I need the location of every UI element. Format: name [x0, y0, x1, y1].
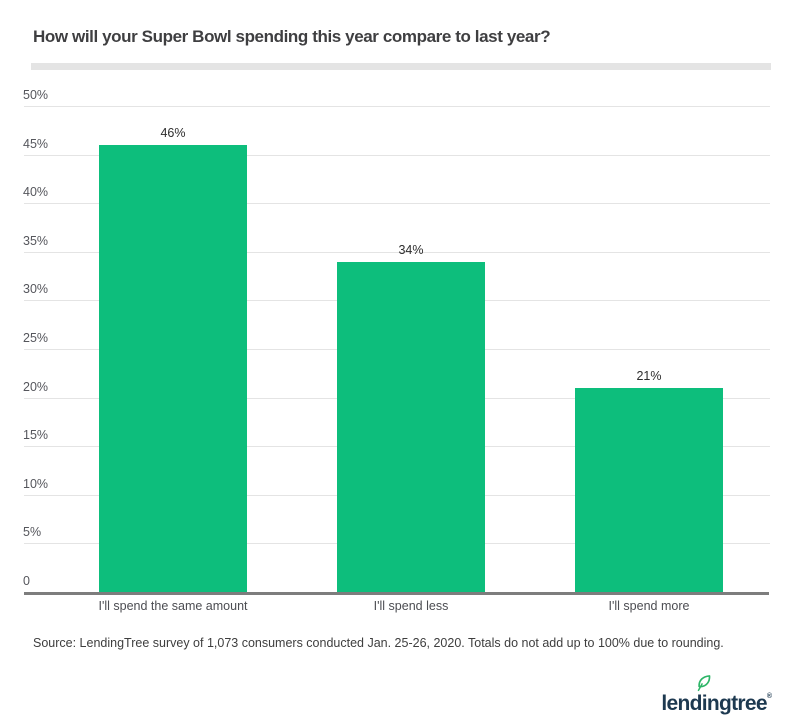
x-category-label: I'll spend the same amount	[98, 599, 248, 613]
bar-chart: 50% 45% 40% 35% 30% 25% 20% 15% 10% 5% 0 46% I'll sp…	[23, 88, 770, 613]
y-tick-label: 15%	[23, 428, 49, 443]
x-category-label: I'll spend more	[608, 599, 690, 613]
bar-value-label: 34%	[398, 242, 424, 257]
lendingtree-logo: lendingtree®	[661, 675, 772, 716]
y-tick-label: 5%	[23, 525, 42, 540]
y-tick-label: 45%	[23, 136, 49, 151]
gridline	[24, 251, 770, 253]
x-axis-line	[24, 592, 769, 595]
gridline	[24, 154, 770, 156]
y-tick-label: 50%	[23, 88, 49, 102]
y-tick-label: 0	[23, 574, 30, 588]
bar-value-label: 46%	[160, 125, 186, 140]
y-tick-label: 10%	[23, 476, 49, 491]
registered-trademark-mark: ®	[766, 693, 772, 700]
bar	[575, 387, 723, 592]
bar	[337, 261, 485, 592]
chart-title: How will your Super Bowl spending this y…	[33, 27, 551, 46]
logo-wordmark: lendingtree	[661, 692, 767, 715]
x-category-label: I'll spend less	[373, 599, 449, 613]
leaf-icon	[698, 675, 711, 692]
bar-value-label: 21%	[636, 368, 662, 383]
gridline	[24, 106, 770, 107]
y-tick-label: 30%	[23, 282, 49, 297]
y-tick-label: 40%	[23, 185, 49, 200]
y-tick-label: 25%	[23, 331, 49, 345]
bar	[99, 144, 247, 592]
gridline	[24, 203, 770, 205]
y-tick-label: 20%	[23, 379, 49, 394]
title-divider	[31, 63, 771, 70]
y-tick-label: 35%	[23, 233, 49, 248]
source-note: Source: LendingTree survey of 1,073 cons…	[33, 636, 724, 650]
